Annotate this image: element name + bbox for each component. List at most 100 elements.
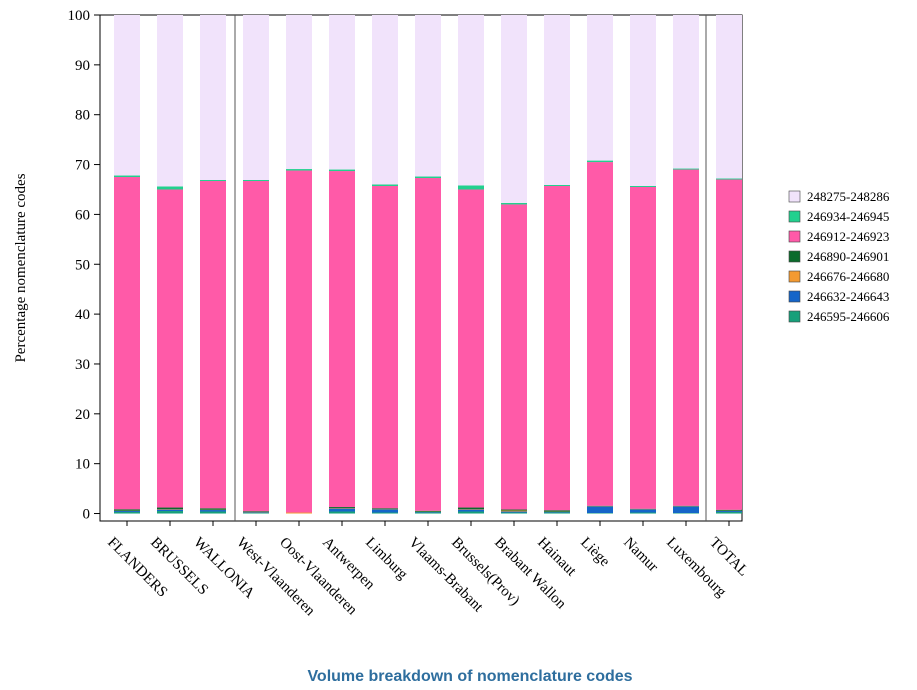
bar-segment [329,171,355,508]
bar-segment [673,506,699,514]
bar-segment [716,511,742,513]
bar-segment [286,512,312,514]
y-tick-label: 0 [83,507,91,523]
bar-segment [372,184,398,186]
bar-segment [673,168,699,170]
bar-segment [501,204,527,510]
bar-segment [243,180,269,182]
bar-segment [630,15,656,186]
x-tick-label: Vlaams-Brabant [405,535,486,616]
legend-swatch [788,190,801,203]
bar-segment [286,15,312,170]
bar-segment [501,202,527,205]
x-tick-label: Namur [620,535,661,576]
y-axis-label: Percentage nomenclature codes [13,173,29,362]
bar-segment [200,15,226,181]
bar-segment [458,507,484,510]
bar-segment [501,509,527,511]
bar-segment [329,511,355,514]
bar-segment [286,169,312,171]
bar-segment [415,510,441,512]
y-tick-label: 40 [75,307,90,323]
bar-segment [372,508,398,510]
bar-segment [157,186,183,190]
legend-swatch [788,230,801,243]
y-tick-label: 50 [75,257,90,273]
bar-segment [114,15,140,176]
bar-segment [372,512,398,514]
legend-swatch [788,250,801,263]
bar-segment [114,177,140,510]
bar-segment [544,512,570,514]
bar-segment [458,189,484,508]
bar-segment [200,510,226,512]
legend-label: 246912-246923 [807,229,889,244]
legend-label: 246676-246680 [807,269,889,284]
bar-segment [372,185,398,509]
bar-segment [114,509,140,511]
bar-segment [157,15,183,187]
bar-segment [157,511,183,514]
bar-segment [200,511,226,514]
legend-label: 246890-246901 [807,249,889,264]
bar-segment [458,511,484,514]
bar-segment [372,15,398,185]
y-tick-label: 70 [75,158,90,174]
bar-segment [243,15,269,181]
bar-segment [200,180,226,182]
y-tick-label: 100 [68,8,91,24]
bar-segment [458,185,484,190]
legend-label: 248275-248286 [807,189,890,204]
bar-segment [716,509,742,511]
bar-segment [716,178,742,180]
bar-segment [114,175,140,178]
legend-swatch [788,270,801,283]
bar-segment [587,160,613,163]
bar-segment [587,15,613,161]
bar-segment [114,512,140,514]
bar-segment [114,511,140,513]
bar-segment [372,509,398,513]
bar-segment [415,512,441,514]
bar-segment [630,186,656,509]
bar-segment [415,15,441,177]
legend-label: 246632-246643 [807,289,889,304]
bar-segment [329,169,355,172]
bar-segment [544,510,570,512]
bar-segment [630,509,656,513]
x-tick-label: Oost-Vlaanderen [276,535,360,619]
bar-segment [673,15,699,169]
bar-segment [415,178,441,511]
bar-segment [415,176,441,179]
bar-segment [243,181,269,512]
bar-segment [501,512,527,514]
bar-segment [501,511,527,513]
bar-segment [544,184,570,186]
bar-segment [243,511,269,513]
bar-segment [716,15,742,179]
bar-segment [587,162,613,506]
bar-segment [157,507,183,510]
bar-segment [458,15,484,186]
y-tick-label: 10 [75,457,90,473]
x-tick-label: Liège [577,535,613,571]
bar-segment [630,512,656,514]
bar-segment [501,15,527,203]
bar-segment [630,185,656,187]
bar-segment [544,15,570,185]
bar-segment [501,510,527,512]
bar-segment [329,15,355,170]
bar-segment [544,185,570,511]
bar-segment [587,506,613,514]
bar-segment [716,512,742,514]
y-tick-label: 30 [75,357,90,373]
y-tick-label: 80 [75,108,90,124]
bar-segment [157,509,183,512]
legend-label: 246595-246606 [807,309,890,324]
legend-swatch [788,210,801,223]
bar-segment [673,169,699,506]
bar-segment [157,189,183,508]
bar-segment [200,508,226,510]
bar-segment [286,170,312,513]
